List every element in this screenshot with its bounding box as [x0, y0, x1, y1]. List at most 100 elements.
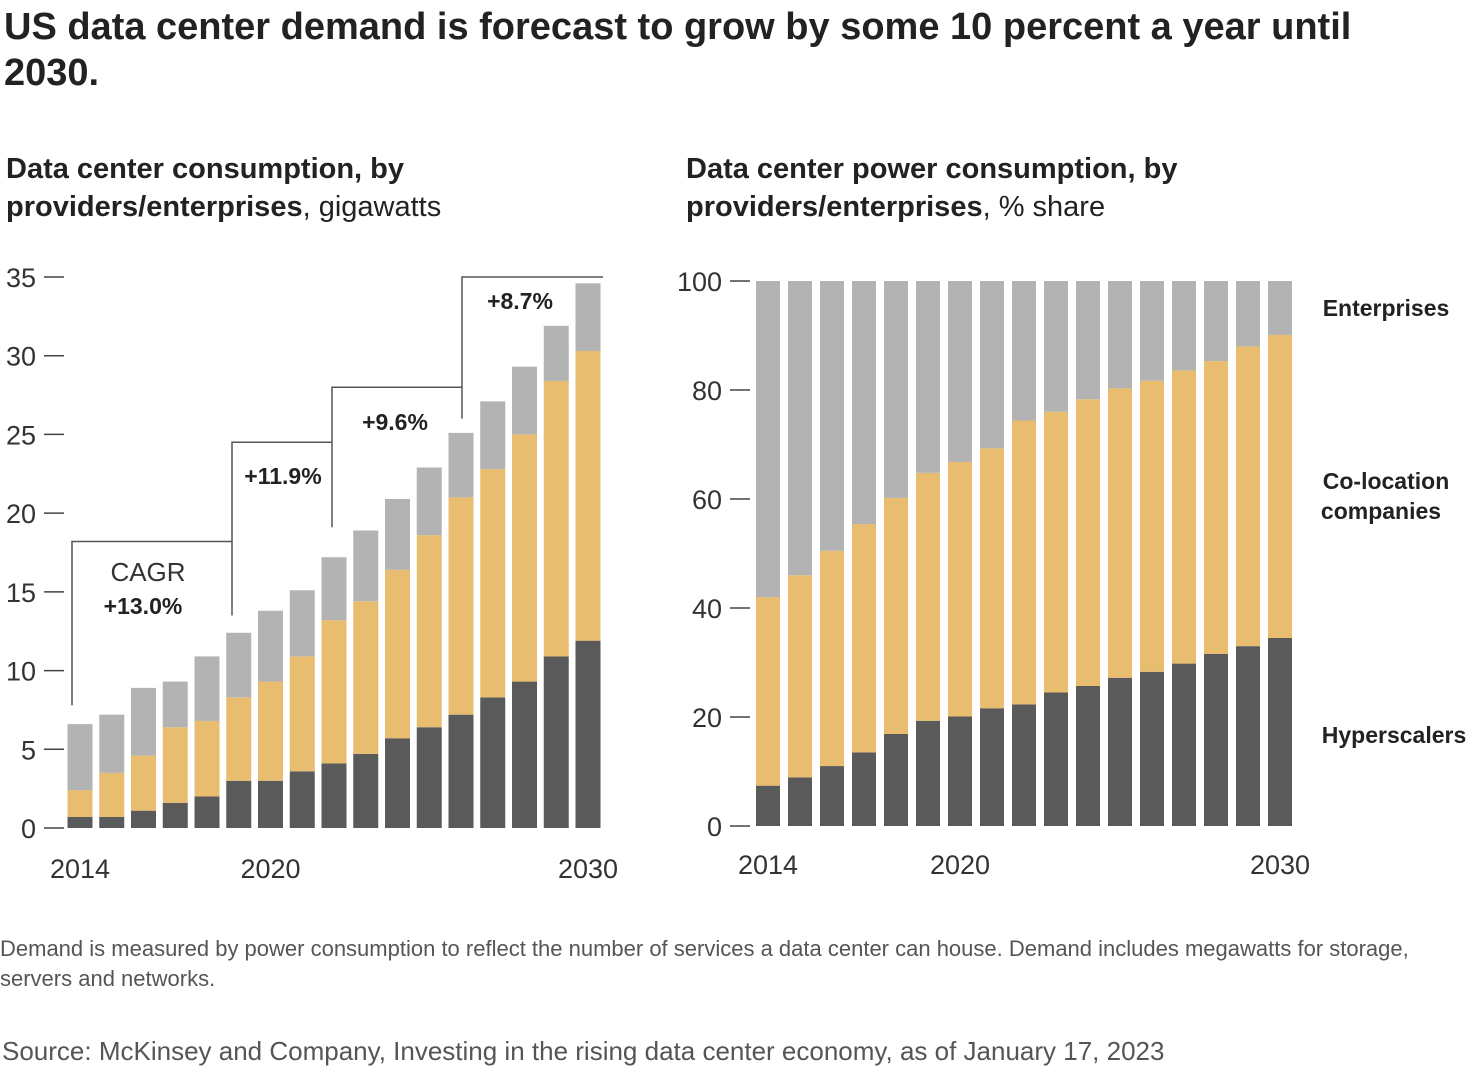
left-bar-colocation-2020 — [258, 681, 283, 781]
left-bar-colocation-2027 — [480, 469, 506, 698]
right-y-tick-label: 60 — [692, 485, 722, 515]
right-bar-colocation-2017 — [852, 524, 876, 753]
footnote: Demand is measured by power consumption … — [0, 936, 1409, 991]
left-bar-hyperscalers-2017 — [162, 802, 188, 828]
right-chart-title-main: Data center power consumption, by provid… — [686, 153, 1178, 223]
left-chart-title-main: Data center consumption, by providers/en… — [6, 153, 405, 223]
left-bar-colocation-2018 — [194, 720, 220, 797]
right-y-tick-label: 40 — [692, 594, 722, 624]
right-bar-colocation-2019 — [916, 472, 940, 721]
right-x-tick-label: 2020 — [930, 850, 990, 880]
right-bar-hyperscalers-2027 — [1172, 663, 1196, 826]
right-bar-enterprises-2026 — [1140, 281, 1164, 381]
left-bar-hyperscalers-2026 — [448, 714, 474, 828]
cagr-heading: CAGR — [110, 557, 185, 587]
left-y-tick-label: 35 — [6, 263, 36, 293]
left-bar-enterprises-2020 — [258, 610, 283, 682]
legend-enterprises: Enterprises — [1323, 295, 1450, 321]
left-bar-enterprises-2017 — [162, 681, 188, 728]
left-bar-enterprises-2022 — [321, 557, 347, 621]
right-y-tick-label: 100 — [677, 267, 722, 297]
left-bar-colocation-2019 — [226, 697, 252, 781]
left-bar-enterprises-2024 — [385, 498, 410, 570]
cagr-label-2022-2026: +9.6% — [362, 409, 428, 435]
right-bar-colocation-2022 — [1012, 420, 1036, 705]
left-bar-enterprises-2016 — [131, 687, 156, 756]
right-bar-hyperscalers-2025 — [1108, 677, 1132, 826]
left-y-tick-label: 5 — [21, 735, 36, 765]
left-bar-colocation-2030 — [575, 350, 601, 641]
left-bar-enterprises-2021 — [289, 590, 315, 657]
right-bar-colocation-2028 — [1204, 361, 1228, 654]
right-bar-colocation-2024 — [1076, 399, 1100, 686]
left-bar-hyperscalers-2025 — [416, 727, 442, 828]
left-y-tick-label: 20 — [6, 499, 36, 529]
right-y-tick-label: 20 — [692, 703, 722, 733]
left-bar-hyperscalers-2030 — [575, 640, 601, 828]
right-bar-enterprises-2015 — [788, 281, 812, 576]
left-x-tick-label: 2020 — [240, 854, 300, 884]
legend-colocation-line1: Co-location — [1323, 468, 1450, 494]
left-bar-enterprises-2028 — [512, 366, 537, 435]
left-bar-enterprises-2029 — [543, 325, 569, 381]
right-bar-colocation-2023 — [1044, 411, 1068, 693]
left-bar-hyperscalers-2016 — [131, 810, 156, 828]
left-bar-colocation-2014 — [67, 790, 93, 817]
right-bar-enterprises-2019 — [916, 281, 940, 473]
right-bar-colocation-2026 — [1140, 380, 1164, 672]
left-bar-hyperscalers-2020 — [258, 780, 283, 828]
left-bar-enterprises-2027 — [480, 401, 506, 470]
left-bar-hyperscalers-2027 — [480, 697, 506, 828]
right-bar-hyperscalers-2015 — [788, 777, 812, 826]
left-bar-colocation-2015 — [99, 772, 125, 817]
left-bar-colocation-2029 — [543, 380, 569, 657]
left-bar-hyperscalers-2024 — [385, 738, 410, 828]
legend-colocation-line2: companies — [1321, 498, 1441, 524]
right-bar-hyperscalers-2014 — [756, 785, 780, 826]
headline: US data center demand is forecast to gro… — [4, 6, 1352, 94]
right-x-tick-label: 2030 — [1250, 850, 1310, 880]
right-bar-colocation-2015 — [788, 575, 812, 778]
left-x-tick-label: 2030 — [558, 854, 618, 884]
right-bar-enterprises-2024 — [1076, 281, 1100, 400]
left-bar-enterprises-2015 — [99, 714, 125, 773]
right-chart-title: Data center power consumption, by provid… — [686, 150, 1326, 226]
left-bar-hyperscalers-2023 — [353, 754, 379, 828]
right-bar-hyperscalers-2026 — [1140, 671, 1164, 826]
right-bar-colocation-2025 — [1108, 388, 1132, 678]
right-bar-enterprises-2027 — [1172, 281, 1196, 371]
right-bar-enterprises-2016 — [820, 281, 844, 551]
right-bar-hyperscalers-2018 — [884, 733, 908, 826]
right-x-tick-label: 2014 — [738, 850, 798, 880]
left-y-tick-label: 30 — [6, 342, 36, 372]
left-bar-enterprises-2023 — [353, 530, 379, 602]
right-bar-enterprises-2023 — [1044, 281, 1068, 412]
right-bar-enterprises-2030 — [1268, 281, 1292, 335]
right-bar-hyperscalers-2022 — [1012, 704, 1036, 826]
left-bar-enterprises-2018 — [194, 656, 220, 721]
left-bar-hyperscalers-2015 — [99, 816, 125, 828]
right-bar-hyperscalers-2019 — [916, 720, 940, 826]
left-bar-colocation-2017 — [162, 727, 188, 803]
left-bar-hyperscalers-2014 — [67, 816, 93, 828]
left-bar-colocation-2024 — [385, 569, 410, 739]
left-bar-colocation-2021 — [289, 656, 315, 772]
right-bar-enterprises-2029 — [1236, 281, 1260, 347]
legend-hyperscalers: Hyperscalers — [1322, 722, 1467, 748]
right-bar-enterprises-2022 — [1012, 281, 1036, 421]
cagr-label-2019-2022: +11.9% — [244, 463, 321, 489]
right-chart-title-unit: , % share — [982, 191, 1106, 223]
left-y-tick-label: 15 — [6, 578, 36, 608]
right-bar-enterprises-2021 — [980, 281, 1004, 449]
right-bar-enterprises-2018 — [884, 281, 908, 498]
right-bar-hyperscalers-2030 — [1268, 637, 1292, 826]
right-bar-hyperscalers-2024 — [1076, 685, 1100, 826]
right-bar-enterprises-2028 — [1204, 281, 1228, 362]
right-bar-colocation-2029 — [1236, 346, 1260, 647]
cagr-label-2014-2019: +13.0% — [104, 593, 183, 619]
left-bar-enterprises-2019 — [226, 632, 252, 698]
left-bar-enterprises-2030 — [575, 283, 601, 351]
source-note: Source: McKinsey and Company, Investing … — [2, 1036, 1165, 1066]
right-bar-hyperscalers-2017 — [852, 752, 876, 826]
right-y-tick-label: 0 — [707, 812, 722, 842]
